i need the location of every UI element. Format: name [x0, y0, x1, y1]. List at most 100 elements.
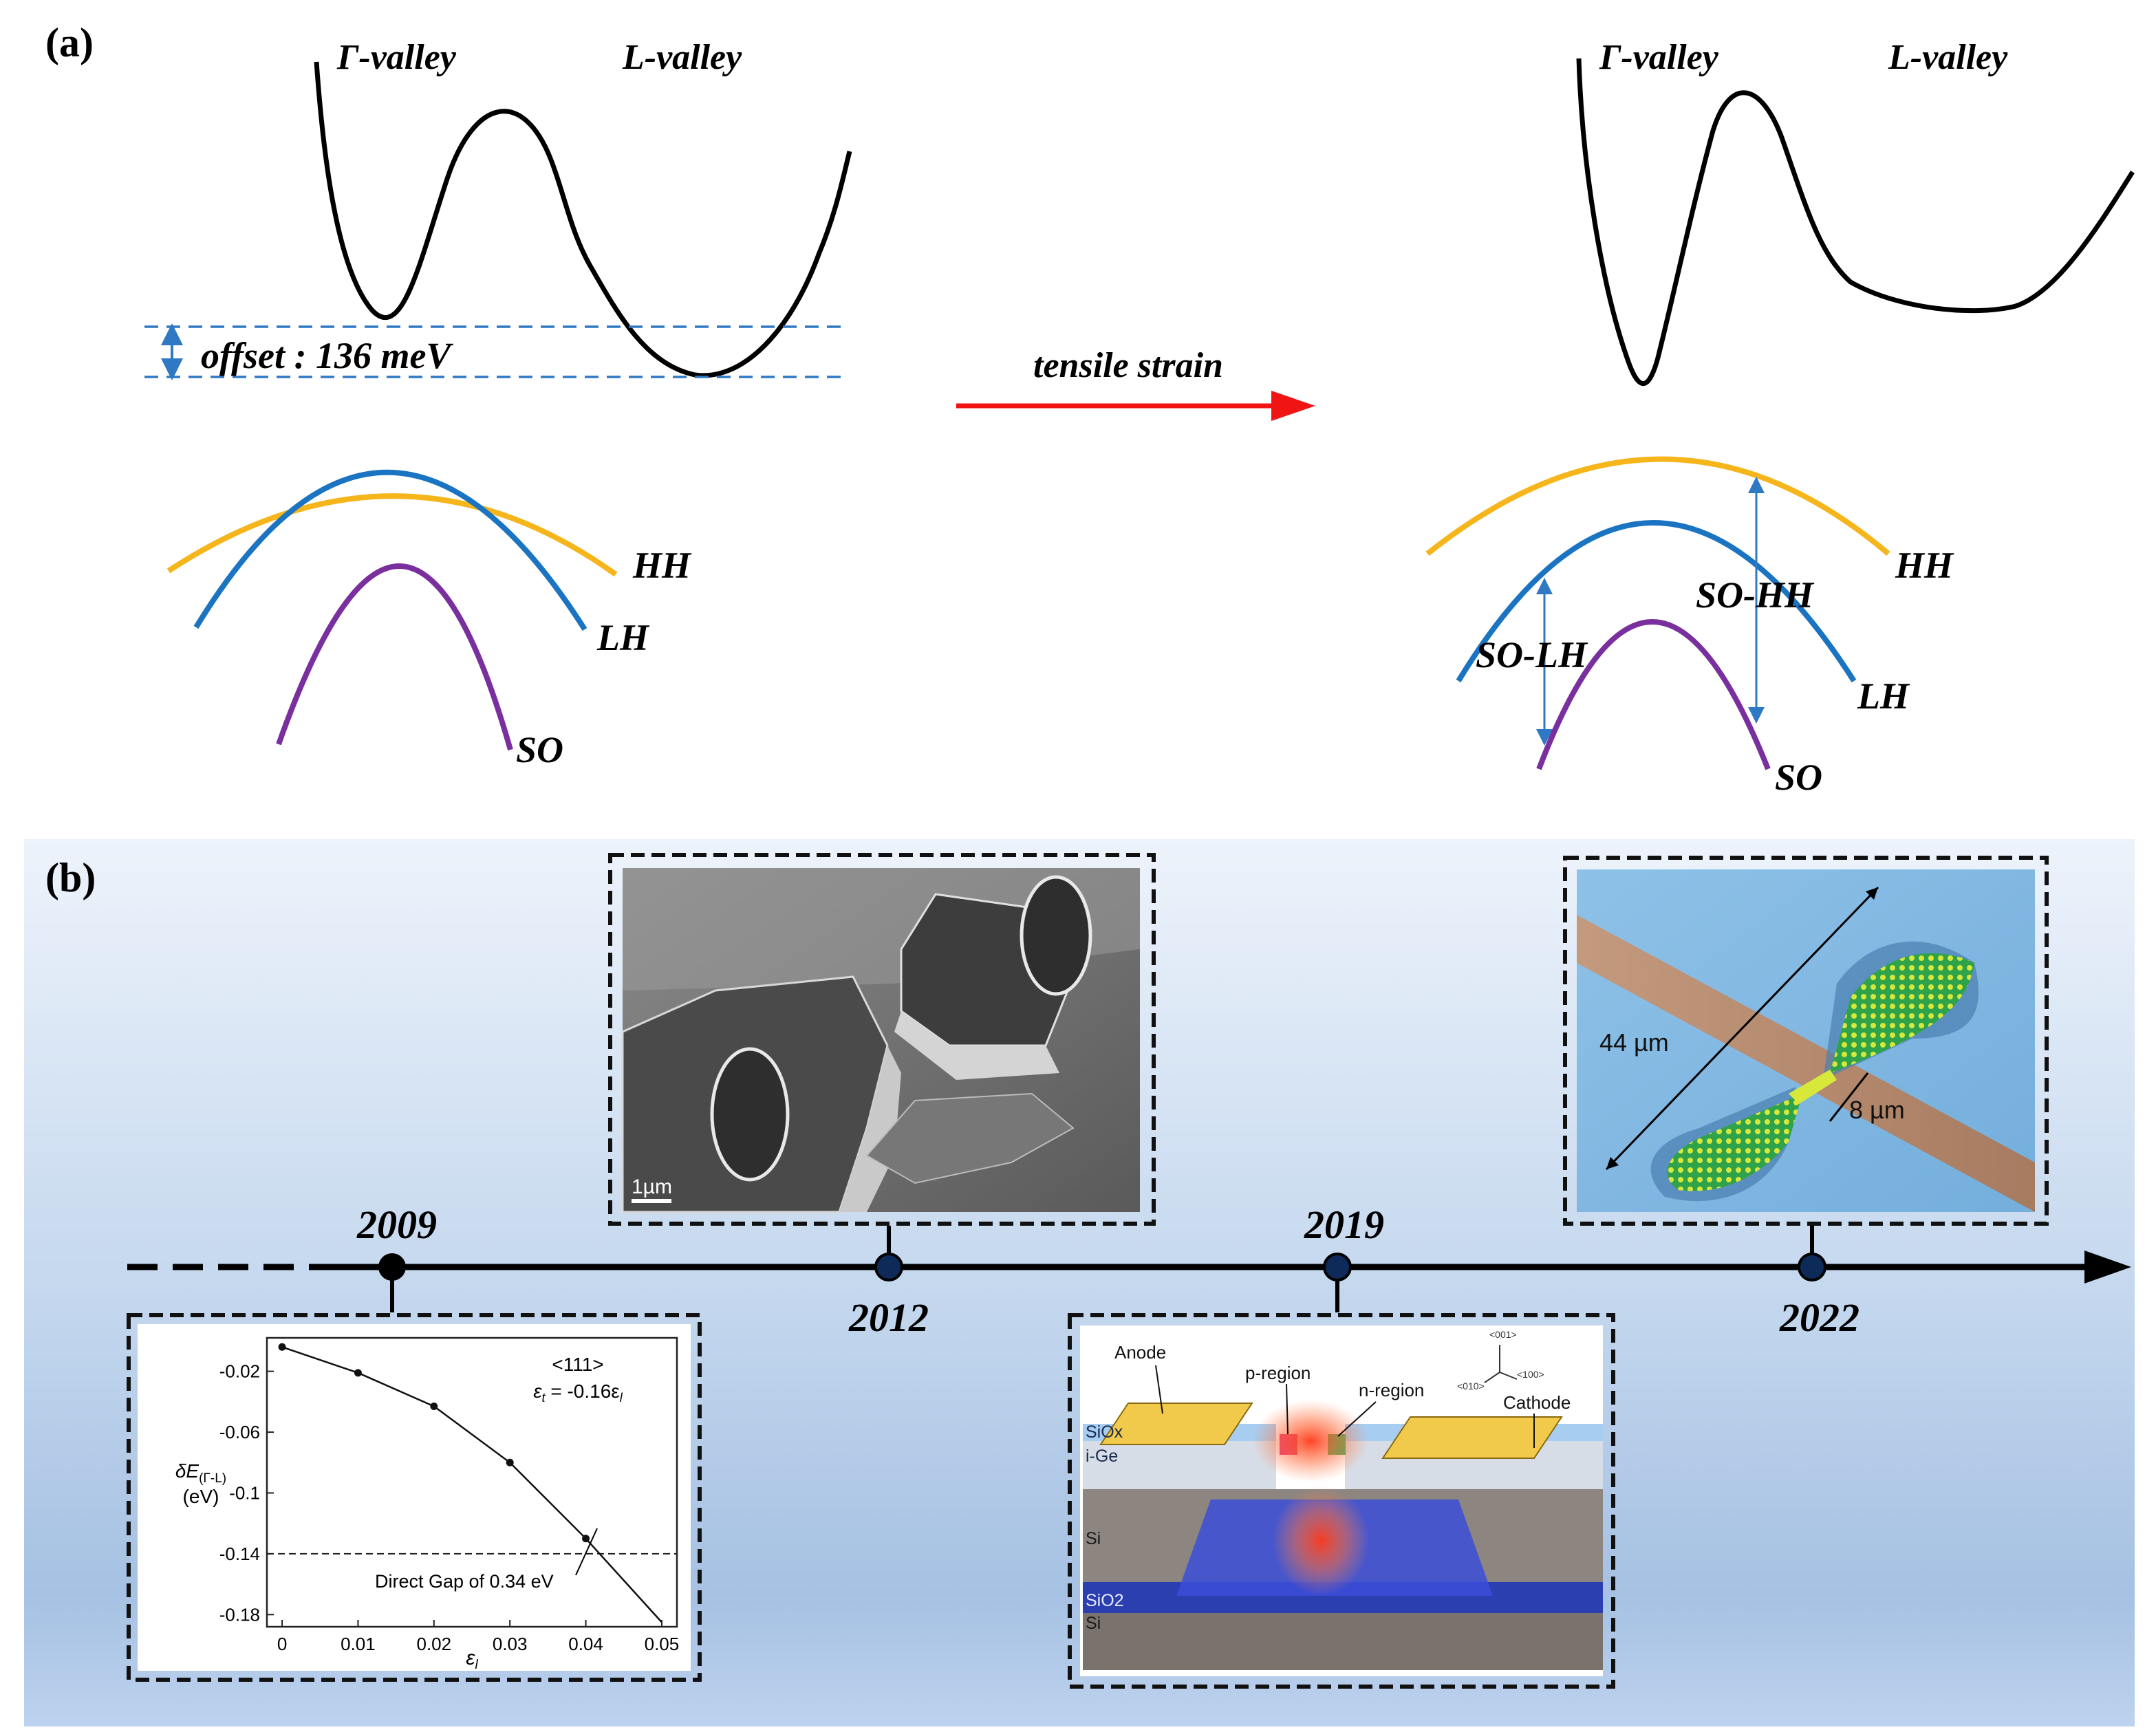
hh-label-before: HH	[632, 545, 692, 586]
sem-scale-label: 1µm	[632, 1176, 672, 1198]
bowtie-bridge	[1789, 1070, 1837, 1104]
valence-bands-before: HH LH SO	[166, 469, 692, 770]
cb-curve-before	[314, 61, 852, 378]
length-arrow	[1605, 886, 1879, 1171]
so-band-before	[276, 563, 513, 751]
hh-band-after	[1425, 456, 1890, 556]
anode-label: Anode	[1114, 1342, 1166, 1363]
gamma-valley-label-before: Γ-valley	[336, 38, 457, 77]
lh-label-after: LH	[1857, 675, 1910, 717]
sem-block-right-edge	[894, 1011, 1059, 1080]
panel-b: (b) 2009 2012 2019 2022	[24, 839, 2135, 1726]
milestone-2019	[1323, 1253, 1352, 1281]
hh-label-after: HH	[1895, 545, 1954, 586]
bowtie-strip	[1577, 915, 2035, 1212]
timeline-arrowhead	[2084, 1251, 2131, 1284]
panel-b-label: (b)	[45, 855, 96, 900]
chart-plot-area	[266, 1336, 678, 1628]
device-emission-glow	[1252, 1400, 1369, 1482]
sem-scale-bar	[632, 1199, 671, 1203]
length-arrowhead-bottom	[1606, 1157, 1619, 1169]
anode-leader	[1155, 1365, 1163, 1414]
width-label: 8 µm	[1849, 1096, 1905, 1124]
strain-arrow-head	[1271, 391, 1315, 421]
so-lh-label: SO-LH	[1476, 634, 1588, 675]
device-image-box: Anode p-region n-region Cathode SiOx i-G…	[1068, 1313, 1615, 1689]
length-arrowhead-top	[1866, 887, 1878, 900]
x-tick-label-0: 0	[277, 1634, 287, 1654]
year-2009: 2009	[356, 1202, 437, 1247]
chart-ylabel-unit: (eV)	[183, 1486, 219, 1507]
so-label-before: SO	[516, 729, 563, 770]
device-ige-left	[1083, 1441, 1276, 1489]
year-2019: 2019	[1304, 1202, 1384, 1247]
chart-direction-label: <111>	[552, 1354, 603, 1375]
so-label-after: SO	[1775, 757, 1822, 798]
sem-frame	[608, 853, 1156, 1226]
bowtie-frame	[1563, 856, 2049, 1226]
chart-background	[138, 1324, 691, 1671]
data-point-4	[582, 1535, 590, 1543]
data-point-0	[278, 1343, 286, 1351]
device-frame	[1068, 1313, 1615, 1689]
y-tick-label-2: -0.1	[229, 1482, 260, 1503]
ige-label: i-Ge	[1086, 1447, 1118, 1466]
panel-a-label: (a)	[45, 20, 94, 65]
x-tick-label-4: 0.04	[568, 1634, 603, 1654]
tensile-strain-arrow: tensile strain	[956, 346, 1315, 421]
sem-hole-right	[1020, 875, 1092, 996]
n-region-label: n-region	[1359, 1380, 1424, 1400]
cb-curve-after	[1576, 58, 2135, 386]
chart-frame	[127, 1313, 702, 1682]
x-tick-label-2: 0.02	[417, 1634, 452, 1654]
device-anode-pad	[1099, 1403, 1253, 1445]
chart-xlabel: εl	[466, 1647, 478, 1672]
offset-label: offset : 136 meV	[201, 335, 453, 376]
device-si-bottom	[1083, 1613, 1603, 1670]
lh-band-after	[1456, 520, 1857, 683]
timeline: 2009 2012 2019 2022	[127, 1202, 2131, 1340]
sem-bridge	[865, 1092, 1075, 1184]
y-tick-label-3: -0.14	[219, 1544, 260, 1564]
milestone-2022	[1798, 1253, 1826, 1281]
conduction-band-after: Γ-valley L-valley	[1576, 38, 2135, 386]
x-tick-label-5: 0.05	[645, 1634, 680, 1654]
data-point-2	[430, 1402, 438, 1410]
so-hh-label: SO-HH	[1696, 574, 1815, 616]
x-tick-label-3: 0.03	[493, 1634, 528, 1654]
p-region-label: p-region	[1245, 1363, 1311, 1383]
bowtie-grating-left	[1667, 1094, 1802, 1191]
lh-band-before	[193, 469, 587, 631]
year-2012: 2012	[848, 1295, 929, 1340]
chart-annotation: Direct Gap of 0.34 eV	[375, 1571, 554, 1592]
axis-001-label: <001>	[1489, 1329, 1517, 1340]
axis-100-label: <100>	[1517, 1369, 1544, 1380]
device-cathode-pad	[1381, 1416, 1563, 1459]
valence-bands-after: HH LH SO SO-HH SO-LH	[1425, 456, 1954, 798]
axis-010	[1484, 1372, 1500, 1383]
so-band-after	[1536, 619, 1771, 770]
sio2-label: SiO2	[1086, 1591, 1124, 1610]
si-bottom-label: Si	[1086, 1614, 1101, 1633]
hh-band-before	[166, 493, 618, 577]
sem-image-box: 1µm	[608, 853, 1156, 1226]
chart-relation-label: εt = -0.16εl	[533, 1381, 623, 1405]
length-label: 44 µm	[1599, 1028, 1669, 1057]
conduction-band-before: Γ-valley L-valley	[314, 38, 852, 378]
offset-indicator: offset : 136 meV	[144, 323, 846, 380]
sem-hole-left	[710, 1047, 790, 1182]
data-point-1	[354, 1369, 362, 1377]
strain-chart-box: 0 0.01 0.02 0.03 0.04 0.05 -0.02 -0.06 -0.1 -0.14…	[127, 1313, 702, 1682]
axis-100	[1499, 1372, 1518, 1380]
crystal-axes: <001> <010> <100>	[1457, 1329, 1544, 1392]
si-top-label: Si	[1086, 1529, 1101, 1548]
y-tick-label-4: -0.18	[219, 1604, 260, 1625]
cathode-label: Cathode	[1503, 1392, 1571, 1413]
tensile-strain-label: tensile strain	[1033, 346, 1223, 385]
x-tick-label-1: 0.01	[341, 1634, 376, 1654]
year-2022: 2022	[1779, 1295, 1859, 1340]
panel-a: (a) Γ-valley L-valley offset : 136 meV H…	[45, 20, 2135, 798]
strain-curve	[281, 1346, 662, 1623]
siox-label: SiOx	[1086, 1422, 1123, 1442]
